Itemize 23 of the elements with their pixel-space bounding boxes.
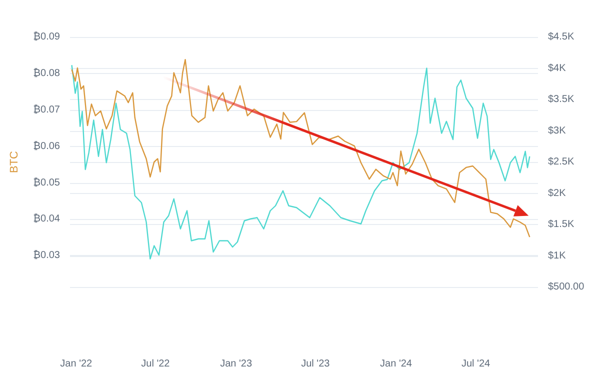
- y2-tick-label: $2K: [548, 188, 566, 199]
- y-tick-label: ₿0.08: [33, 68, 60, 79]
- y2-tick-label: $4K: [548, 62, 566, 74]
- y-tick-label: ₿0.05: [33, 177, 60, 188]
- x-tick-label: Jul '24: [461, 358, 491, 370]
- x-tick-label: Jul '23: [301, 358, 330, 370]
- x-tick-label: Jan '23: [220, 358, 252, 370]
- y2-tick-label: $2.5K: [548, 156, 574, 168]
- y2-tick-label: $500.00: [548, 282, 585, 292]
- y-tick-label: ₿0.06: [33, 140, 60, 152]
- y2-tick-label: $3.5K: [548, 94, 574, 105]
- y-tick-label: ₿0.07: [33, 104, 60, 116]
- y2-tick-label: $4.5K: [548, 32, 574, 42]
- y2-tick-label: $3K: [548, 125, 566, 136]
- x-tick-label: Jan '24: [380, 358, 412, 370]
- x-tick-label: Jan '22: [60, 358, 93, 370]
- x-tick-label: Jul '22: [141, 358, 170, 370]
- y2-tick-label: $1K: [548, 250, 566, 262]
- y2-tick-label: $1.5K: [548, 219, 574, 230]
- y-tick-label: ₿0.09: [33, 32, 60, 42]
- y-tick-label: ₿0.04: [33, 214, 60, 225]
- y-axis-title: BTC: [8, 150, 20, 173]
- y-tick-label: ₿0.03: [33, 250, 60, 262]
